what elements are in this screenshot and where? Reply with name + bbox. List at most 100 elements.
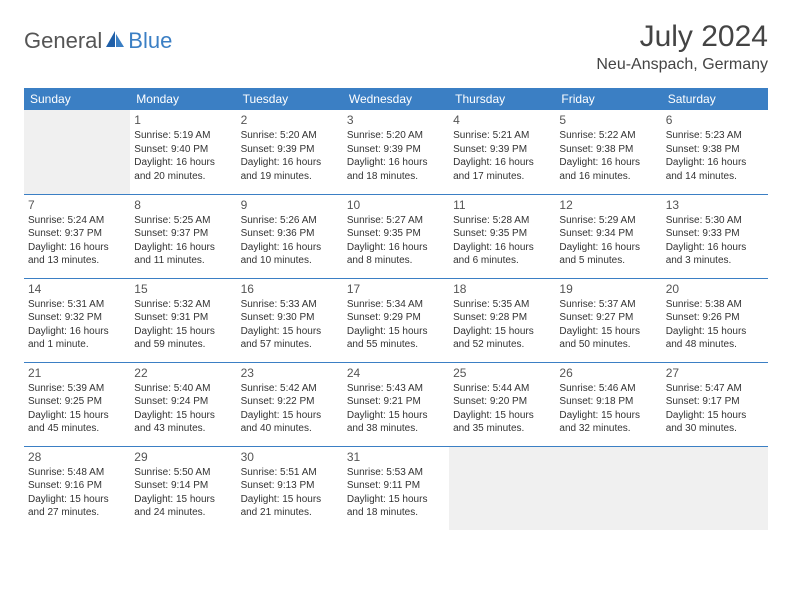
- day-number: 31: [347, 450, 445, 464]
- day-number: 30: [241, 450, 339, 464]
- day-details: Sunrise: 5:44 AMSunset: 9:20 PMDaylight:…: [453, 382, 551, 436]
- day-details: Sunrise: 5:19 AMSunset: 9:40 PMDaylight:…: [134, 129, 232, 183]
- day-number: 22: [134, 366, 232, 380]
- day-number: 3: [347, 113, 445, 127]
- day-details: Sunrise: 5:34 AMSunset: 9:29 PMDaylight:…: [347, 298, 445, 352]
- logo-text-general: General: [24, 28, 102, 54]
- day-number: 17: [347, 282, 445, 296]
- calendar-day-cell: 17 Sunrise: 5:34 AMSunset: 9:29 PMDayligh…: [343, 278, 449, 362]
- day-number: 18: [453, 282, 551, 296]
- day-number: 28: [28, 450, 126, 464]
- calendar-day-cell: 19 Sunrise: 5:37 AMSunset: 9:27 PMDayligh…: [555, 278, 661, 362]
- location-text: Neu-Anspach, Germany: [596, 56, 768, 74]
- calendar-body: 1 Sunrise: 5:19 AMSunset: 9:40 PMDaylight…: [24, 110, 768, 530]
- calendar-empty-cell: [24, 110, 130, 194]
- calendar-day-cell: 22Sunrise: 5:40 AMSunset: 9:24 PMDayligh…: [130, 362, 236, 446]
- day-number: 5: [559, 113, 657, 127]
- calendar-day-cell: 3 Sunrise: 5:20 AMSunset: 9:39 PMDaylight…: [343, 110, 449, 194]
- calendar-table: SundayMondayTuesdayWednesdayThursdayFrid…: [24, 88, 768, 530]
- day-details: Sunrise: 5:39 AMSunset: 9:25 PMDaylight:…: [28, 382, 126, 436]
- day-number: 2: [241, 113, 339, 127]
- calendar-day-cell: 13Sunrise: 5:30 AMSunset: 9:33 PMDayligh…: [662, 194, 768, 278]
- calendar-day-cell: 27 Sunrise: 5:47 AMSunset: 9:17 PMDayligh…: [662, 362, 768, 446]
- day-details: Sunrise: 5:50 AMSunset: 9:14 PMDaylight:…: [134, 466, 232, 520]
- calendar-day-cell: 18Sunrise: 5:35 AMSunset: 9:28 PMDayligh…: [449, 278, 555, 362]
- day-details: Sunrise: 5:26 AMSunset: 9:36 PMDaylight:…: [241, 214, 339, 268]
- day-details: Sunrise: 5:20 AMSunset: 9:39 PMDaylight:…: [241, 129, 339, 183]
- day-details: Sunrise: 5:27 AMSunset: 9:35 PMDaylight:…: [347, 214, 445, 268]
- calendar-day-cell: 25 Sunrise: 5:44 AMSunset: 9:20 PMDayligh…: [449, 362, 555, 446]
- day-details: Sunrise: 5:20 AMSunset: 9:39 PMDaylight:…: [347, 129, 445, 183]
- sail-icon: [104, 29, 126, 54]
- day-details: Sunrise: 5:47 AMSunset: 9:17 PMDaylight:…: [666, 382, 764, 436]
- day-number: 20: [666, 282, 764, 296]
- calendar-day-cell: 1 Sunrise: 5:19 AMSunset: 9:40 PMDaylight…: [130, 110, 236, 194]
- calendar-day-cell: 5 Sunrise: 5:22 AMSunset: 9:38 PMDaylight…: [555, 110, 661, 194]
- weekday-header: Monday: [130, 88, 236, 110]
- day-details: Sunrise: 5:28 AMSunset: 9:35 PMDaylight:…: [453, 214, 551, 268]
- calendar-day-cell: 7 Sunrise: 5:24 AMSunset: 9:37 PMDaylight…: [24, 194, 130, 278]
- day-number: 9: [241, 198, 339, 212]
- calendar-day-cell: 12 Sunrise: 5:29 AMSunset: 9:34 PMDayligh…: [555, 194, 661, 278]
- day-details: Sunrise: 5:22 AMSunset: 9:38 PMDaylight:…: [559, 129, 657, 183]
- calendar-empty-cell: [449, 446, 555, 530]
- weekday-header: Friday: [555, 88, 661, 110]
- calendar-empty-cell: [662, 446, 768, 530]
- day-details: Sunrise: 5:31 AMSunset: 9:32 PMDaylight:…: [28, 298, 126, 352]
- day-number: 24: [347, 366, 445, 380]
- calendar-day-cell: 28Sunrise: 5:48 AMSunset: 9:16 PMDayligh…: [24, 446, 130, 530]
- weekday-header: Wednesday: [343, 88, 449, 110]
- title-block: July 2024 Neu-Anspach, Germany: [596, 20, 768, 74]
- day-number: 7: [28, 198, 126, 212]
- day-details: Sunrise: 5:42 AMSunset: 9:22 PMDaylight:…: [241, 382, 339, 436]
- day-number: 29: [134, 450, 232, 464]
- calendar-week-row: 1 Sunrise: 5:19 AMSunset: 9:40 PMDaylight…: [24, 110, 768, 194]
- day-details: Sunrise: 5:29 AMSunset: 9:34 PMDaylight:…: [559, 214, 657, 268]
- day-details: Sunrise: 5:37 AMSunset: 9:27 PMDaylight:…: [559, 298, 657, 352]
- day-number: 19: [559, 282, 657, 296]
- calendar-day-cell: 4Sunrise: 5:21 AMSunset: 9:39 PMDaylight…: [449, 110, 555, 194]
- page-header: General Blue July 2024 Neu-Anspach, Germ…: [24, 20, 768, 74]
- day-number: 12: [559, 198, 657, 212]
- calendar-day-cell: 8Sunrise: 5:25 AMSunset: 9:37 PMDaylight…: [130, 194, 236, 278]
- calendar-week-row: 28Sunrise: 5:48 AMSunset: 9:16 PMDayligh…: [24, 446, 768, 530]
- calendar-day-cell: 23 Sunrise: 5:42 AMSunset: 9:22 PMDayligh…: [237, 362, 343, 446]
- day-details: Sunrise: 5:23 AMSunset: 9:38 PMDaylight:…: [666, 129, 764, 183]
- day-details: Sunrise: 5:43 AMSunset: 9:21 PMDaylight:…: [347, 382, 445, 436]
- day-number: 1: [134, 113, 232, 127]
- day-number: 8: [134, 198, 232, 212]
- calendar-week-row: 21Sunrise: 5:39 AMSunset: 9:25 PMDayligh…: [24, 362, 768, 446]
- logo-text-blue: Blue: [128, 28, 172, 54]
- weekday-header-row: SundayMondayTuesdayWednesdayThursdayFrid…: [24, 88, 768, 110]
- day-number: 10: [347, 198, 445, 212]
- day-details: Sunrise: 5:38 AMSunset: 9:26 PMDaylight:…: [666, 298, 764, 352]
- day-number: 27: [666, 366, 764, 380]
- calendar-day-cell: 16Sunrise: 5:33 AMSunset: 9:30 PMDayligh…: [237, 278, 343, 362]
- calendar-day-cell: 10 Sunrise: 5:27 AMSunset: 9:35 PMDayligh…: [343, 194, 449, 278]
- calendar-day-cell: 21Sunrise: 5:39 AMSunset: 9:25 PMDayligh…: [24, 362, 130, 446]
- day-details: Sunrise: 5:46 AMSunset: 9:18 PMDaylight:…: [559, 382, 657, 436]
- weekday-header: Sunday: [24, 88, 130, 110]
- day-details: Sunrise: 5:51 AMSunset: 9:13 PMDaylight:…: [241, 466, 339, 520]
- calendar-day-cell: 29 Sunrise: 5:50 AMSunset: 9:14 PMDayligh…: [130, 446, 236, 530]
- day-number: 13: [666, 198, 764, 212]
- calendar-day-cell: 2 Sunrise: 5:20 AMSunset: 9:39 PMDaylight…: [237, 110, 343, 194]
- calendar-day-cell: 26Sunrise: 5:46 AMSunset: 9:18 PMDayligh…: [555, 362, 661, 446]
- day-number: 16: [241, 282, 339, 296]
- day-number: 6: [666, 113, 764, 127]
- day-details: Sunrise: 5:21 AMSunset: 9:39 PMDaylight:…: [453, 129, 551, 183]
- day-details: Sunrise: 5:32 AMSunset: 9:31 PMDaylight:…: [134, 298, 232, 352]
- logo: General Blue: [24, 28, 172, 54]
- day-number: 11: [453, 198, 551, 212]
- calendar-day-cell: 24 Sunrise: 5:43 AMSunset: 9:21 PMDayligh…: [343, 362, 449, 446]
- day-number: 15: [134, 282, 232, 296]
- calendar-day-cell: 15 Sunrise: 5:32 AMSunset: 9:31 PMDayligh…: [130, 278, 236, 362]
- day-details: Sunrise: 5:24 AMSunset: 9:37 PMDaylight:…: [28, 214, 126, 268]
- day-number: 14: [28, 282, 126, 296]
- day-number: 23: [241, 366, 339, 380]
- page-title: July 2024: [596, 20, 768, 54]
- calendar-week-row: 14 Sunrise: 5:31 AMSunset: 9:32 PMDayligh…: [24, 278, 768, 362]
- day-number: 25: [453, 366, 551, 380]
- calendar-day-cell: 11 Sunrise: 5:28 AMSunset: 9:35 PMDayligh…: [449, 194, 555, 278]
- calendar-day-cell: 20 Sunrise: 5:38 AMSunset: 9:26 PMDayligh…: [662, 278, 768, 362]
